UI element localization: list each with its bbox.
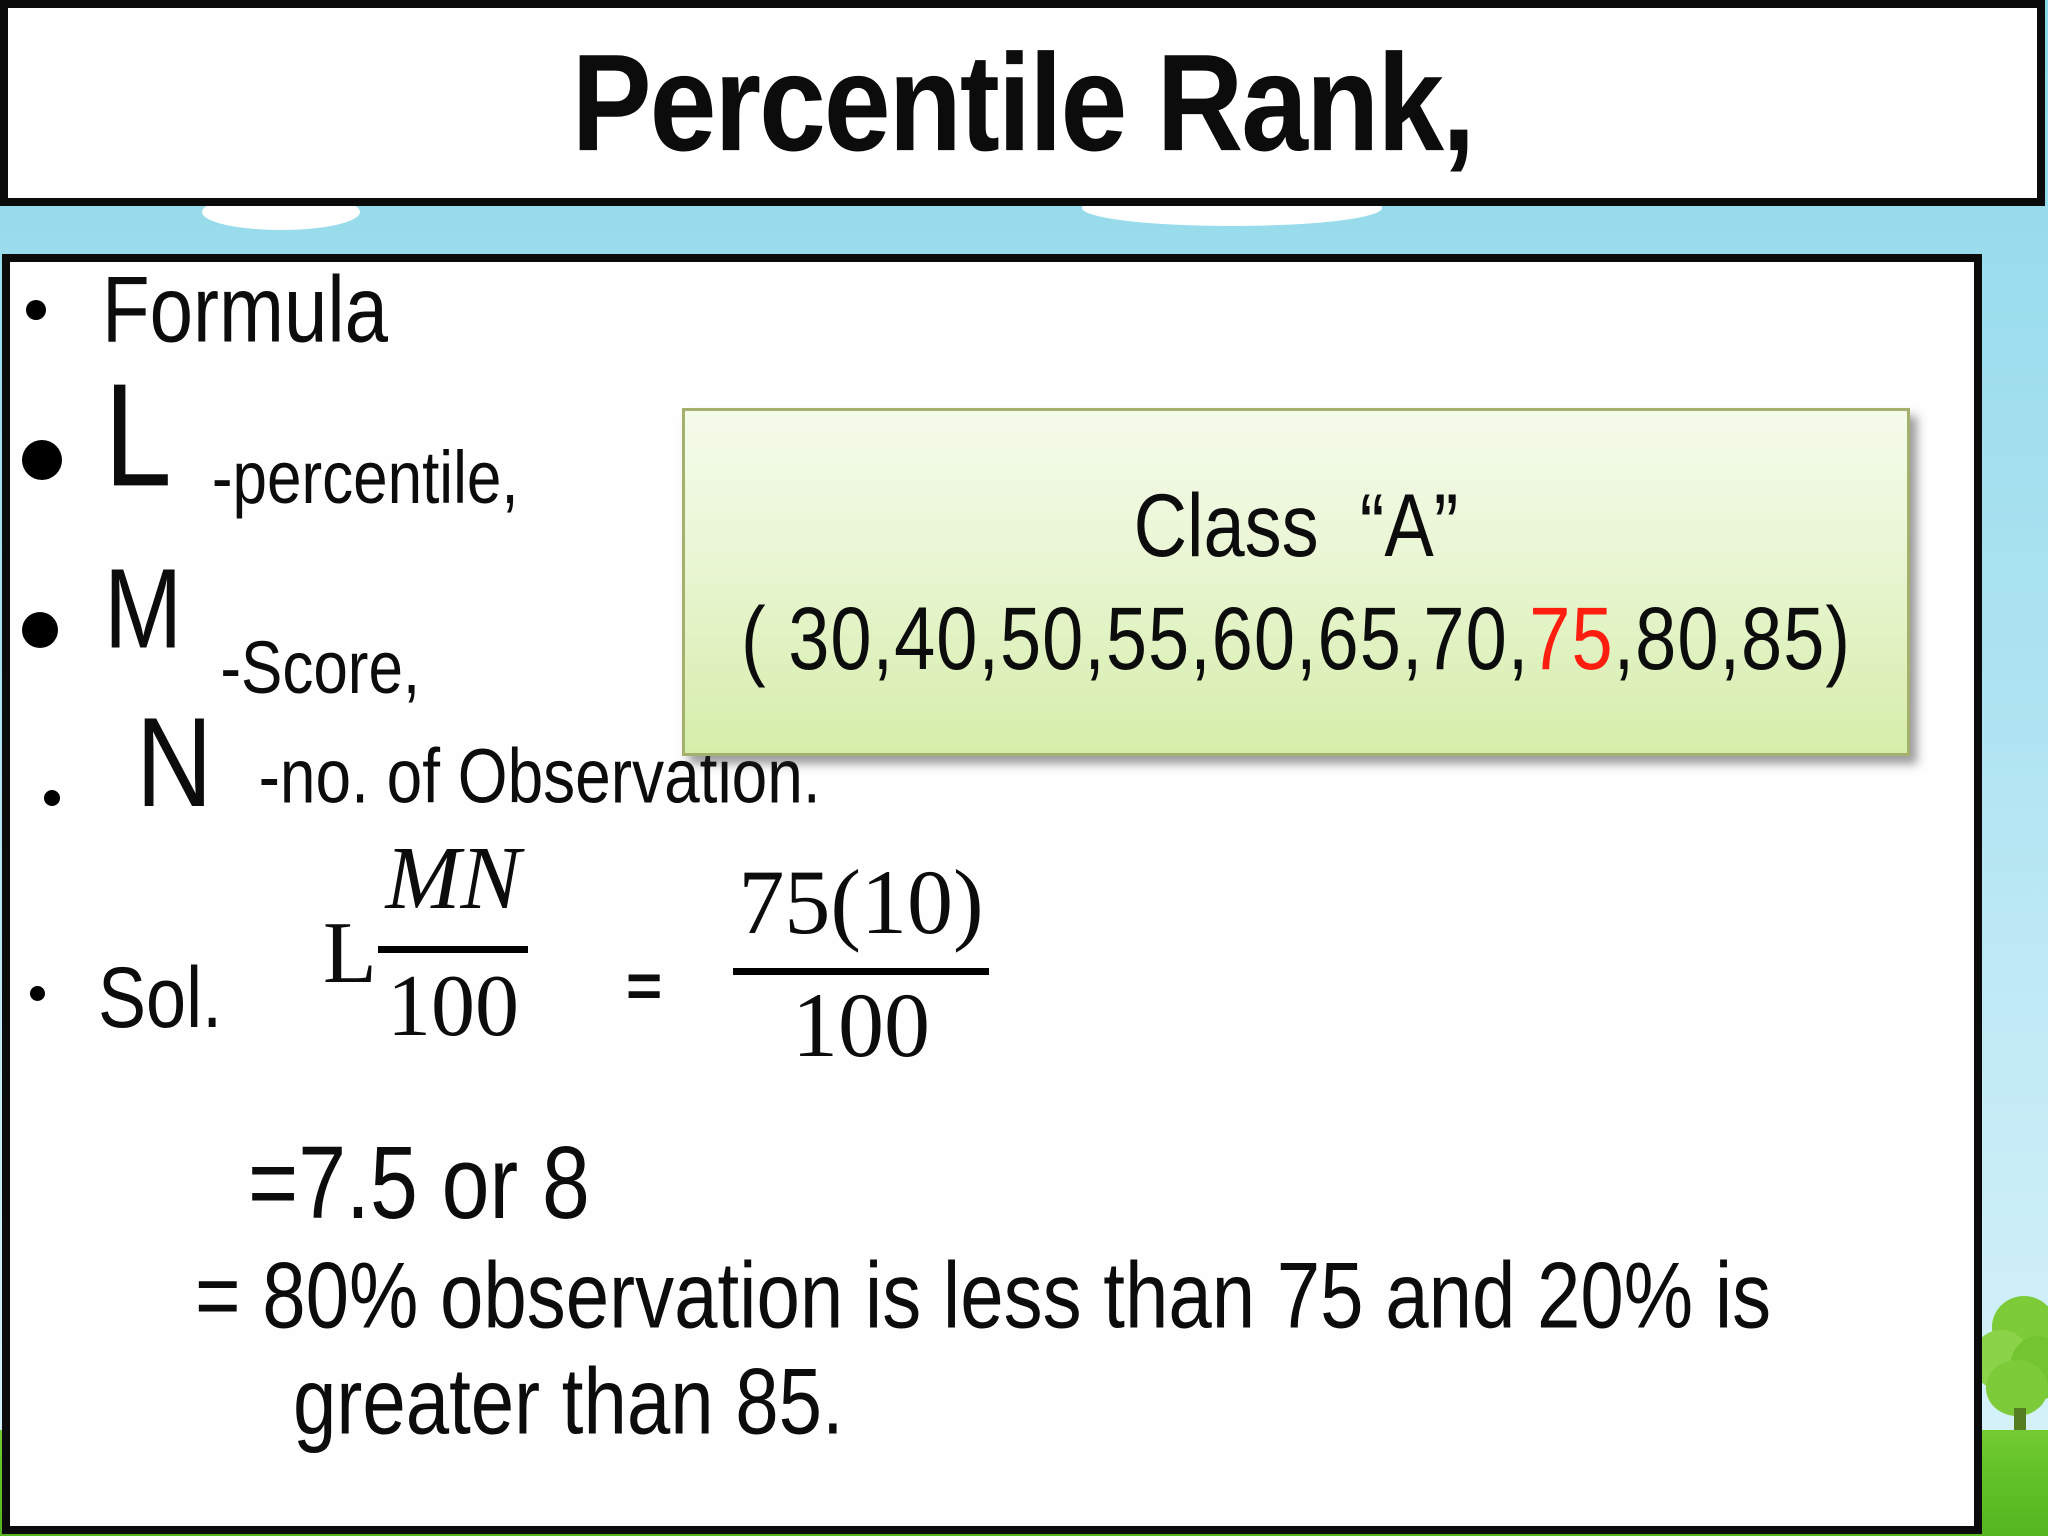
class-box-title-text: Class “A”: [1133, 475, 1459, 576]
result-line: =7.5 or 8: [248, 1131, 590, 1234]
fraction-rhs-numerator: 75(10): [738, 851, 984, 953]
bullet-dot: [26, 300, 46, 320]
term-letter-L: L: [104, 353, 172, 517]
solution-label: Sol.: [98, 955, 222, 1041]
interpretation-text-2: greater than 85.: [293, 1348, 844, 1454]
bullet-item-M: M -Score,: [22, 552, 420, 706]
content-panel-inner: Formula L -percentile, M -Score, N -no. …: [10, 262, 1974, 1526]
fraction-bar: [733, 968, 989, 975]
term-desc-L: -percentile,: [211, 437, 519, 520]
bullet-item-formula: Formula: [26, 262, 388, 356]
class-box-values: ( 30,40,50,55,60,65,70,75,80,85): [741, 594, 1851, 683]
class-values-before: ( 30,40,50,55,60,65,70,: [741, 588, 1530, 689]
fraction-bar: [378, 946, 528, 953]
class-values-after: ,80,85): [1613, 588, 1851, 689]
formula-label: Formula: [102, 262, 389, 362]
bullet-dot: [22, 612, 58, 648]
class-data-box: Class “A” ( 30,40,50,55,60,65,70,75,80,8…: [682, 408, 1910, 756]
bullet-dot: [44, 790, 60, 806]
slide-title-panel: Percentile Rank,: [0, 0, 2045, 206]
slide-title: Percentile Rank,: [571, 25, 1476, 181]
term-letter-M: M: [104, 545, 183, 672]
equation-equals-sign: =: [626, 952, 663, 1021]
bullet-item-L: L -percentile,: [22, 362, 519, 516]
solution-label-text: Sol.: [98, 950, 223, 1046]
fraction-lhs-numerator: MN: [385, 829, 521, 928]
term-desc-M: -Score,: [220, 627, 421, 710]
class-values-highlight: 75: [1529, 588, 1614, 689]
result-text: =7.5 or 8: [248, 1125, 590, 1241]
interpretation-line-2: greater than 85.: [293, 1354, 844, 1448]
bullet-item-N: N -no. of Observation.: [22, 699, 821, 827]
fraction-rhs: 75(10) 100: [733, 856, 989, 1071]
fraction-rhs-denominator: 100: [792, 974, 930, 1076]
bullet-dot: [30, 986, 45, 1001]
term-desc-N: -no. of Observation.: [258, 732, 821, 820]
equation-coefficient: L: [323, 905, 377, 1002]
fraction-lhs: MN 100: [378, 834, 528, 1051]
content-panel: Formula L -percentile, M -Score, N -no. …: [2, 254, 1982, 1534]
class-box-title: Class “A”: [1133, 475, 1459, 576]
bullet-dot: [22, 440, 62, 480]
term-letter-N: N: [136, 692, 213, 834]
tree-canopy-blob: [1986, 1360, 2048, 1416]
interpretation-line-1: = 80% observation is less than 75 and 20…: [195, 1248, 1771, 1342]
interpretation-text-1: = 80% observation is less than 75 and 20…: [195, 1242, 1772, 1348]
fraction-lhs-denominator: 100: [387, 958, 519, 1055]
